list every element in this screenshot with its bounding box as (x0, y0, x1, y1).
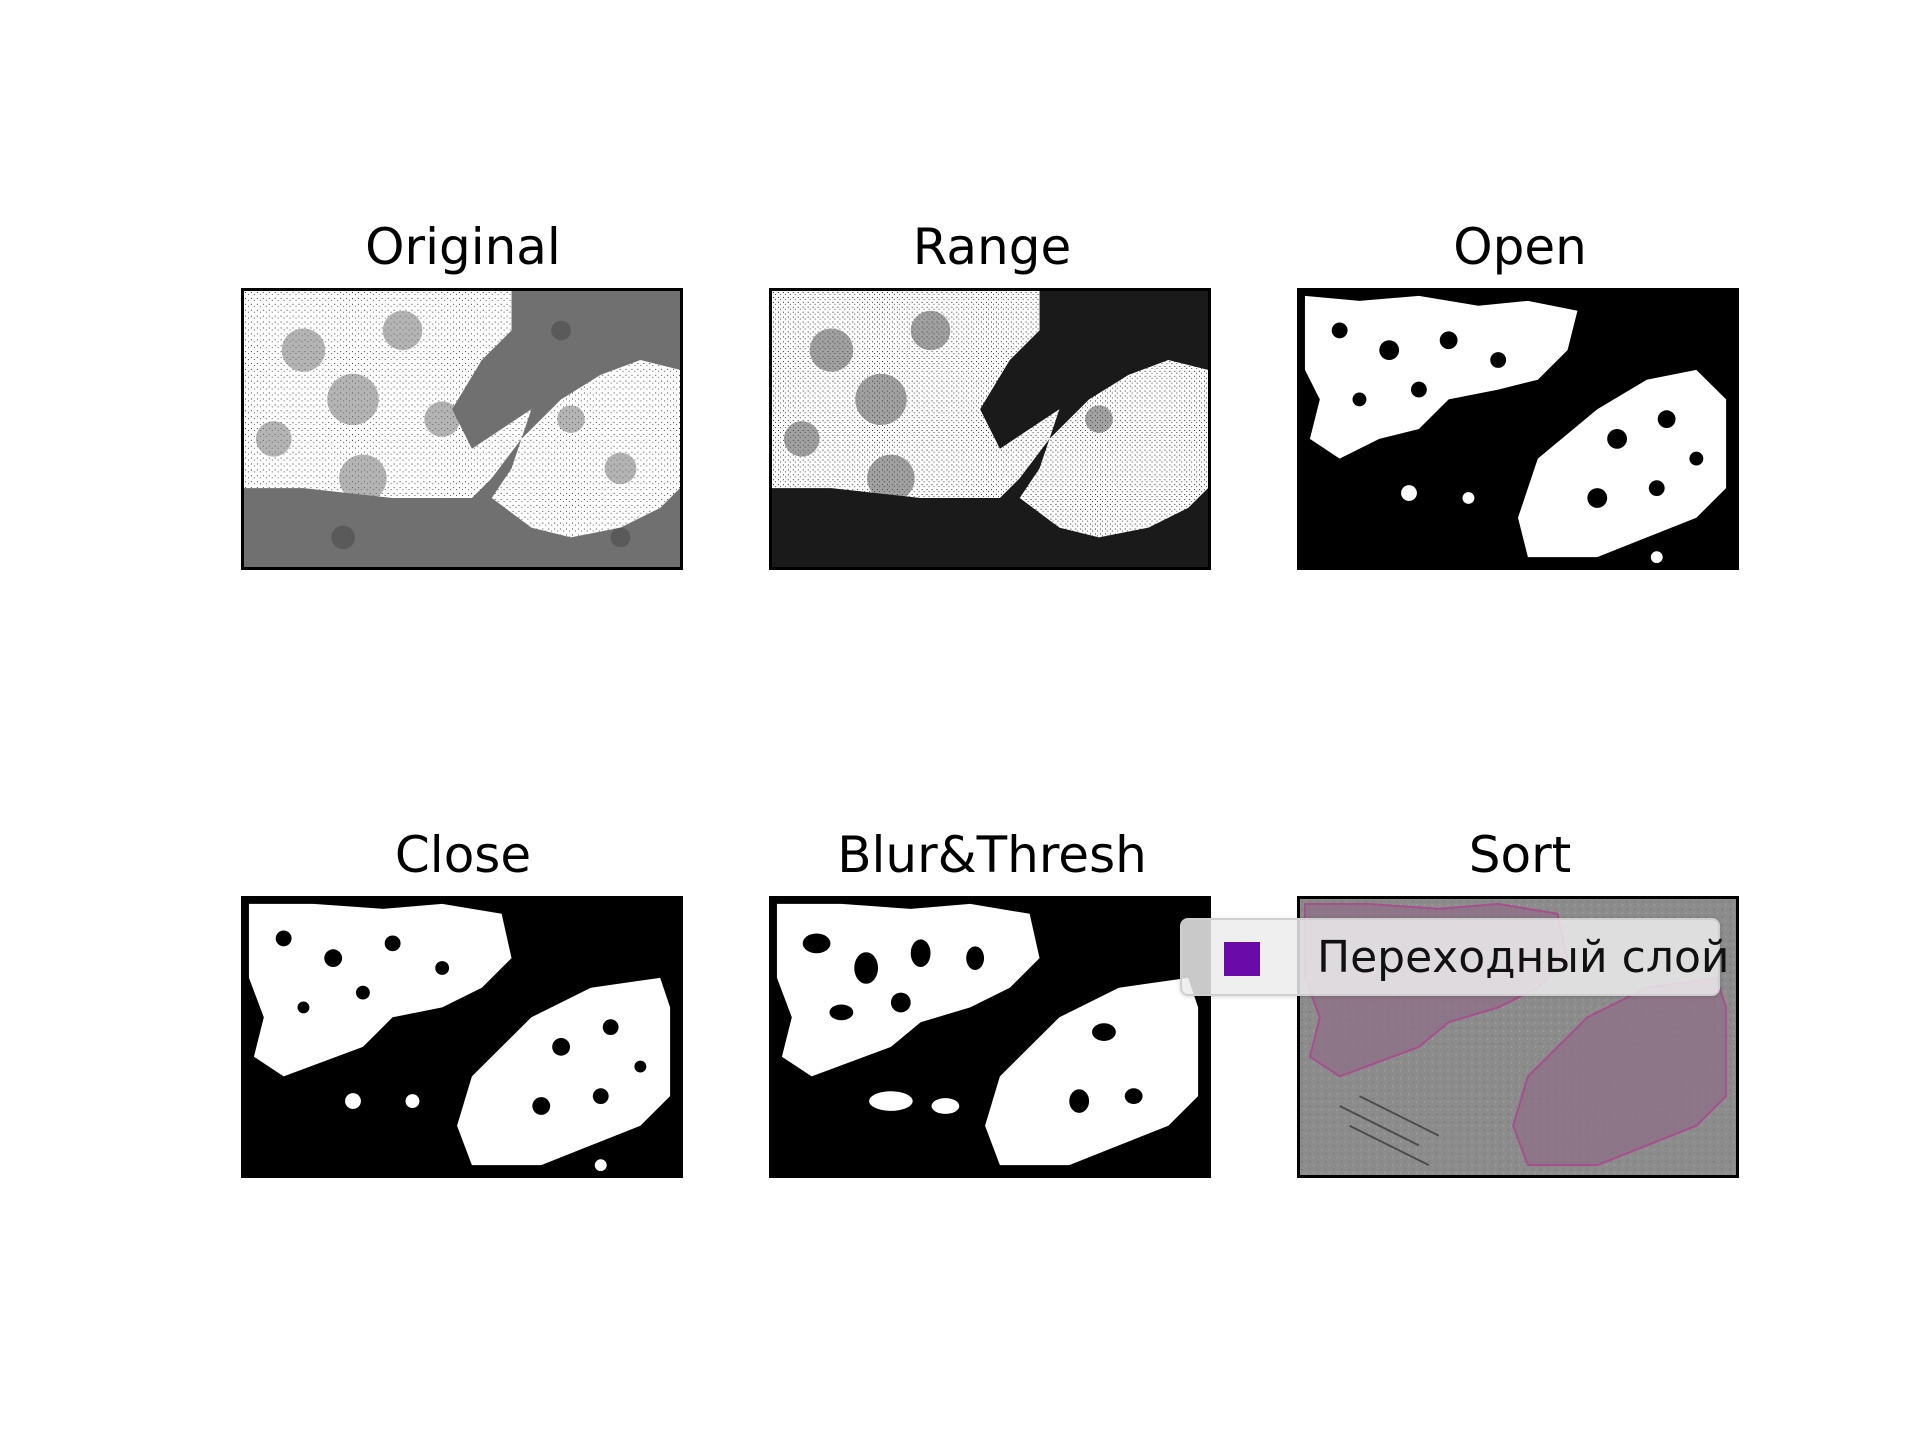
panel-close (241, 896, 683, 1178)
panel-blur (769, 896, 1211, 1178)
legend-swatch (1224, 942, 1260, 976)
panel-title-blur: Blur&Thresh (837, 826, 1147, 884)
panel-title-close: Close (394, 826, 532, 884)
panel-title-original: Original (365, 218, 561, 276)
panel-title-open: Open (1453, 218, 1587, 276)
legend: Переходный слой (1180, 918, 1729, 996)
panel-range (769, 288, 1211, 570)
panel-original (241, 288, 683, 570)
panel-title-range: Range (912, 218, 1072, 276)
panel-title-sort: Sort (1468, 826, 1572, 884)
panel-open (1297, 288, 1739, 570)
legend-label: Переходный слой (1317, 932, 1730, 983)
